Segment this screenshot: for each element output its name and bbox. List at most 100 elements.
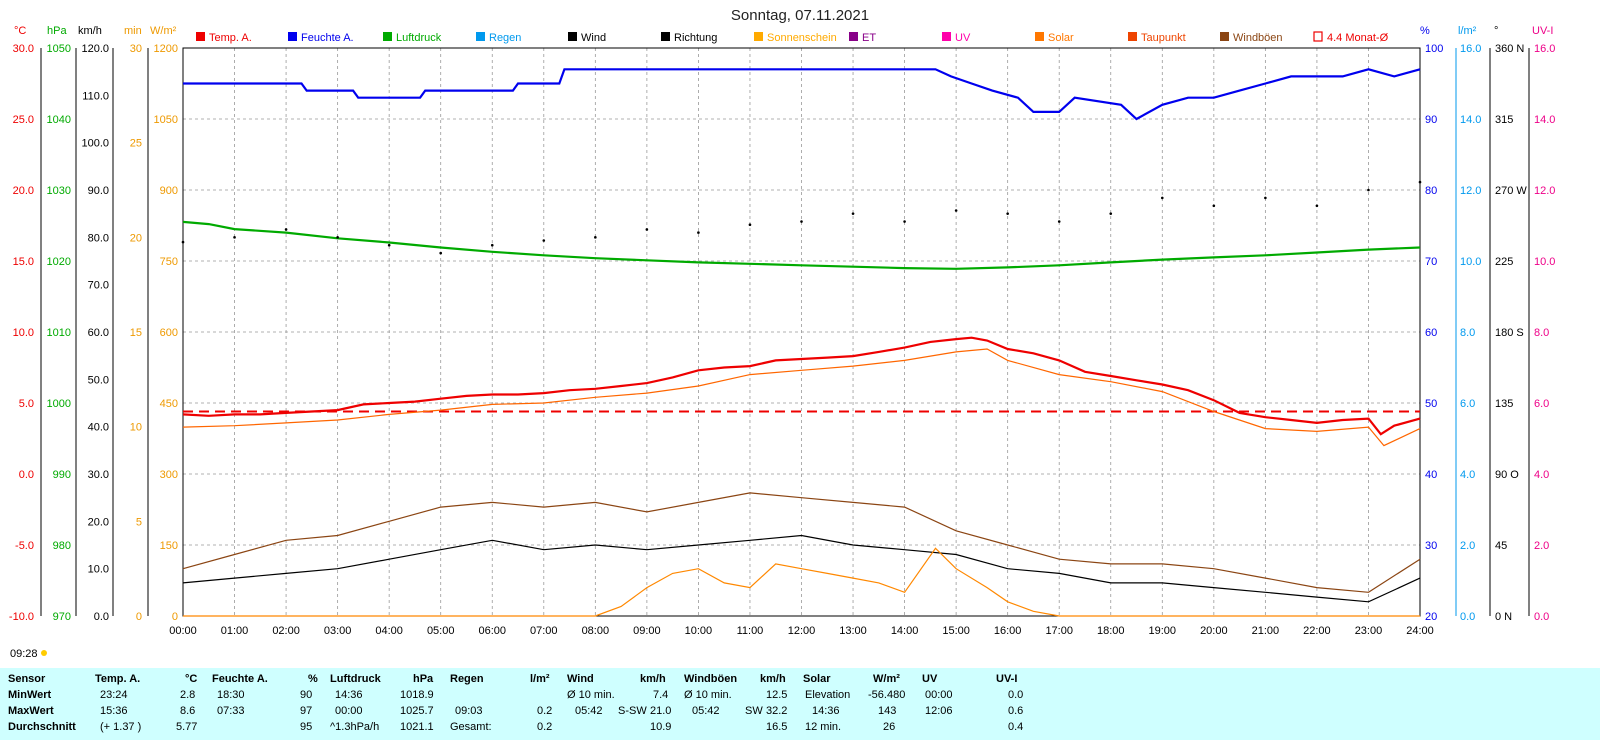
sun-icon [41, 650, 47, 656]
legend-label: UV [955, 32, 971, 44]
axis-tick-temp: -10.0 [9, 611, 34, 623]
axes: °C hPa km/h min W/m²% l/m² ° UV-I 30.0 25.0 20.0 15… [9, 25, 1556, 623]
axis-tick-uv: 4.0 [1534, 469, 1549, 481]
stats-header-sensor: Sensor [8, 673, 46, 685]
axis-tick-temp: 15.0 [13, 256, 34, 268]
axis-tick-temp: 30.0 [13, 43, 34, 55]
axis-unit-humidity: % [1420, 25, 1430, 37]
axis-tick-humidity: 70 [1425, 256, 1437, 268]
series-point-richtung [181, 240, 185, 244]
stats-row-label: Durchschnitt [8, 721, 76, 733]
legend-label: Wind [581, 32, 606, 44]
legend-swatch [849, 32, 858, 41]
stats-cell: 0.6 [1008, 705, 1024, 717]
legend-swatch [1313, 31, 1323, 42]
axis-tick-uv: 10.0 [1534, 256, 1555, 268]
axis-unit-sunmin: min [124, 25, 142, 37]
stats-cell: 2.8 [180, 689, 196, 701]
axis-tick-pressure: 1000 [47, 398, 71, 410]
series-point-richtung [1315, 204, 1319, 208]
axis-tick-pressure: 980 [53, 540, 71, 552]
legend-swatch [196, 32, 205, 41]
axis-tick-wind: 70.0 [88, 280, 109, 292]
stats-cell: Ø 10 min. [567, 689, 615, 701]
stats-header-hum-unit: % [308, 673, 318, 685]
axis-tick-humidity: 60 [1425, 327, 1437, 339]
stats-cell: SW [745, 705, 763, 717]
axis-tick-temp: 20.0 [13, 185, 34, 197]
axis-tick-uv: 2.0 [1534, 540, 1549, 552]
series-point-richtung [1006, 212, 1009, 215]
stats-cell: Elevation [805, 689, 851, 701]
axis-tick-uv: 6.0 [1534, 398, 1549, 410]
stats-cell: 21.0 [650, 705, 672, 717]
axis-tick-solar: 150 [160, 540, 178, 552]
stats-cell: 0.4 [1008, 721, 1024, 733]
axis-tick-uv: 8.0 [1534, 327, 1549, 339]
legend-swatch [1035, 32, 1044, 41]
stats-header-hum: Feuchte A. [212, 673, 268, 685]
stats-cell: 14:36 [812, 705, 840, 717]
axis-tick-sunmin: 15 [130, 327, 142, 339]
stats-header-temp-unit: °C [185, 673, 198, 685]
legend-label: Solar [1048, 32, 1074, 44]
stats-cell: 05:42 [692, 705, 720, 717]
axis-tick-wind: 110.0 [82, 90, 109, 102]
grid [182, 47, 1421, 617]
axis-tick-direction: 315 [1495, 114, 1513, 126]
series-point-richtung [542, 239, 546, 242]
axis-tick-sunmin: 20 [130, 232, 142, 244]
legend-swatch [1128, 32, 1137, 41]
axis-tick-wind: 0.0 [94, 611, 109, 623]
series-point-richtung [903, 220, 906, 223]
axis-tick-solar: 1200 [154, 43, 178, 55]
axis-tick-direction: 0 N [1495, 611, 1512, 623]
axis-tick-direction: 360 N [1495, 43, 1524, 55]
stats-header-wind: Wind [567, 673, 594, 685]
series-line-windb-en [182, 492, 1421, 593]
stats-header-uv-unit: UV-I [996, 673, 1018, 685]
series-group [181, 68, 1422, 617]
series-point-richtung [954, 209, 958, 212]
axis-tick-solar: 750 [160, 256, 178, 268]
stats-cell: 10.9 [650, 721, 672, 733]
series-point-richtung [1057, 220, 1061, 223]
stats-cell: 12.5 [766, 689, 788, 701]
axis-tick-time: 00:00 [169, 625, 197, 637]
stats-cell: 0.2 [537, 705, 553, 717]
axis-tick-time: 14:00 [891, 625, 919, 637]
axis-tick-rain: 0.0 [1460, 611, 1475, 623]
axis-tick-pressure: 1040 [47, 114, 71, 126]
axis-tick-rain: 8.0 [1460, 327, 1475, 339]
axis-tick-uv: 0.0 [1534, 611, 1549, 623]
axis-tick-temp: 5.0 [19, 398, 34, 410]
series-point-richtung [233, 236, 236, 239]
axis-tick-wind: 80.0 [88, 232, 109, 244]
axis-tick-rain: 2.0 [1460, 540, 1475, 552]
stats-cell: 7.4 [653, 689, 669, 701]
axis-tick-solar: 900 [160, 185, 178, 197]
stats-cell: 1021.1 [400, 721, 434, 733]
series-line-taupunkt [182, 348, 1421, 447]
axis-tick-time: 20:00 [1200, 625, 1228, 637]
stats-header-gust: Windböen [684, 673, 738, 685]
stats-cell: 00:00 [925, 689, 953, 701]
axis-tick-humidity: 80 [1425, 185, 1437, 197]
stats-header-rain: Regen [450, 673, 484, 685]
axis-tick-solar: 0 [172, 611, 178, 623]
legend-swatch [476, 32, 485, 41]
series-line-luftdruck [182, 220, 1421, 270]
series-point-richtung [1367, 188, 1370, 192]
axis-tick-wind: 120.0 [81, 43, 109, 55]
stats-header-press-unit: hPa [413, 673, 434, 685]
stats-cell: 18:30 [217, 689, 245, 701]
series-point-richtung [1160, 196, 1164, 200]
axis-tick-time: 24:00 [1406, 625, 1434, 637]
stats-cell: 14:36 [335, 689, 363, 701]
legend-label: Windböen [1233, 32, 1283, 44]
axis-tick-time: 16:00 [994, 625, 1022, 637]
stats-header-wind-unit: km/h [640, 673, 666, 685]
legend-label: ET [862, 32, 876, 44]
axis-unit-solar: W/m² [150, 25, 177, 37]
axis-tick-temp: 25.0 [13, 114, 34, 126]
